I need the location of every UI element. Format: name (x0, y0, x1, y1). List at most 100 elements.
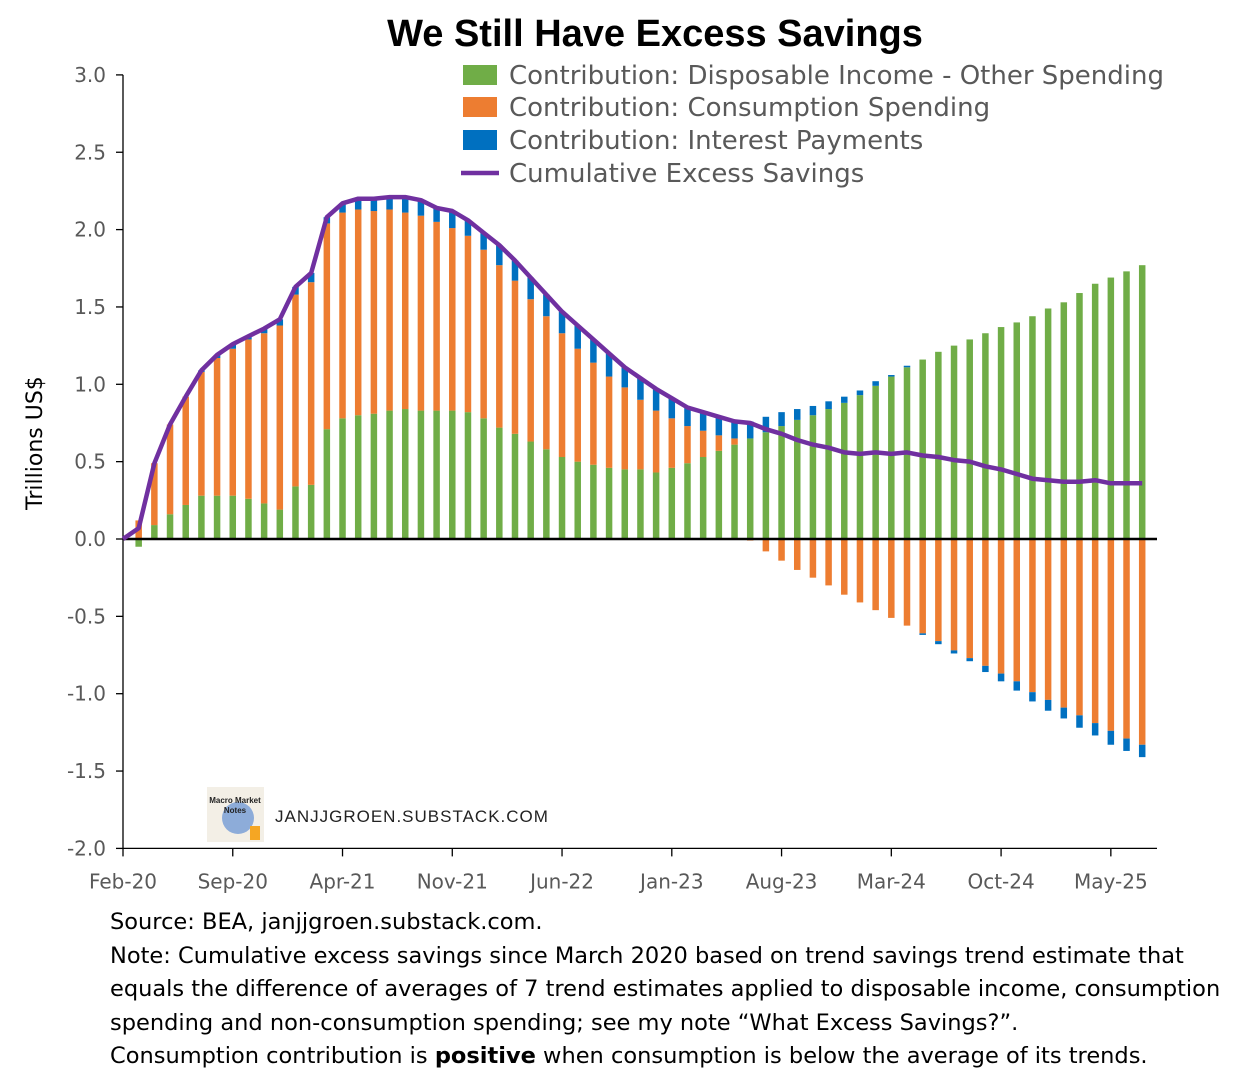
legend-label: Contribution: Interest Payments (509, 126, 923, 156)
bar-segment-disposable-income (715, 450, 723, 539)
bar-segment-disposable-income (856, 395, 864, 539)
x-tick-label: Mar-24 (857, 869, 926, 893)
bar-segment-disposable-income (684, 463, 691, 539)
legend-label: Cumulative Excess Savings (509, 159, 864, 189)
bar-segment-interest (1044, 699, 1052, 711)
bar-segment-disposable-income (997, 327, 1005, 539)
bar-segment-disposable-income (323, 429, 331, 539)
bar-segment-consumption (464, 235, 472, 413)
bar-segment-consumption (1044, 539, 1052, 700)
bar-segment-disposable-income (182, 504, 189, 539)
bar-segment-consumption (323, 223, 331, 430)
bar-segment-interest (950, 650, 958, 654)
note-text: when consumption is below the average of… (535, 1043, 1148, 1070)
bar-segment-interest (715, 416, 723, 436)
bar-segment-interest (856, 390, 864, 396)
bar-segment-disposable-income (919, 359, 926, 539)
bar-segment-interest (888, 375, 895, 377)
bar-segment-consumption (354, 209, 362, 416)
bar-segment-interest (558, 311, 566, 334)
bar-segment-consumption (715, 435, 723, 451)
bar-segment-interest (919, 633, 926, 635)
cumulative-excess-savings-line (121, 194, 1143, 541)
bar-segment-consumption (1091, 539, 1099, 724)
bar-segment-consumption (1123, 539, 1130, 739)
x-tick-label: Oct-24 (967, 869, 1034, 893)
bar-segment-disposable-income (668, 467, 676, 539)
bar-segment-consumption (731, 438, 738, 445)
bar-segment-interest (307, 272, 315, 283)
bar-segment-disposable-income (841, 402, 848, 539)
bar-segment-consumption (621, 387, 629, 470)
axes-group: 3.0 2.5 2.0 1.5 1.0 0.5 0.0 -0.5 -1.0 -1.5 -2.0 Feb… (67, 63, 1157, 893)
bar-segment-disposable-income (558, 457, 566, 539)
bar-segment-disposable-income (527, 441, 534, 539)
bar-segment-interest (825, 401, 832, 410)
bar-segment-interest (778, 412, 785, 427)
bar-segment-disposable-income (417, 410, 425, 539)
bar-segment-consumption (778, 539, 785, 561)
bar-segment-interest (762, 416, 770, 433)
bar-segment-disposable-income (872, 385, 879, 539)
bar-segment-interest (1076, 715, 1083, 728)
bar-segment-consumption (370, 211, 378, 414)
bar-segment-consumption (856, 539, 864, 603)
bar-segment-interest (605, 353, 613, 377)
bar-segment-disposable-income (1138, 265, 1146, 539)
bar-segment-disposable-income (590, 464, 597, 539)
y-tick-label: -2.0 (67, 836, 106, 860)
bar-segment-consumption (496, 265, 503, 428)
bar-segment-disposable-income (543, 449, 550, 539)
bar-segment-disposable-income (229, 495, 237, 539)
x-tick-label: Nov-21 (417, 869, 488, 893)
svg-text:Macro Market: Macro Market (209, 796, 261, 805)
bar-segment-consumption (339, 212, 346, 419)
bar-segment-consumption (527, 299, 534, 442)
bar-segment-consumption (307, 282, 315, 485)
x-tick-label: Jan-23 (638, 869, 704, 893)
bar-segment-interest (1029, 692, 1036, 702)
bar-segment-consumption (1138, 539, 1146, 745)
bar-segment-interest (1060, 707, 1068, 719)
bar-segment-consumption (292, 294, 299, 487)
x-tick-label: May-25 (1074, 869, 1148, 893)
bar-segment-interest (480, 232, 487, 250)
bar-segment-consumption (1076, 539, 1083, 716)
y-tick-label: 0.0 (74, 527, 106, 551)
bar-segment-consumption (213, 358, 221, 496)
bar-segment-interest (354, 198, 362, 210)
bar-segment-disposable-income (166, 514, 174, 539)
legend: Contribution: Disposable Income - Other … (461, 61, 1164, 189)
bar-segment-disposable-income (151, 525, 158, 539)
bar-segment-consumption (543, 316, 550, 450)
note-line: Consumption contribution is positive whe… (110, 1040, 1220, 1074)
bar-segment-interest (1107, 730, 1115, 745)
bar-segment-interest (903, 365, 911, 368)
bar-segment-interest (433, 207, 440, 222)
bar-segment-interest (574, 325, 581, 349)
bar-segment-consumption (684, 426, 691, 464)
legend-swatch (463, 97, 497, 117)
bar-segment-disposable-income (1013, 322, 1021, 539)
bar-segment-consumption (166, 424, 174, 515)
excess-savings-chart: We Still Have Excess Savings 3.0 2.5 2.0 1.… (23, 13, 1164, 893)
svg-text:Notes: Notes (224, 806, 247, 815)
y-tick-label: 2.0 (74, 218, 106, 242)
y-tick-label: -0.5 (67, 604, 106, 628)
bar-segment-interest (511, 260, 519, 281)
bar-segment-interest (935, 641, 942, 645)
bar-segment-disposable-income (1091, 283, 1099, 539)
legend-label: Contribution: Consumption Spending (509, 93, 990, 123)
note-line: equals the difference of averages of 7 t… (110, 976, 1221, 1003)
bar-segment-interest (841, 396, 848, 403)
bar-segment-disposable-income (511, 433, 519, 539)
bar-segment-consumption (841, 539, 848, 595)
bar-segment-disposable-income (135, 539, 142, 547)
bar-segment-consumption (1060, 539, 1068, 708)
bar-segment-consumption (950, 539, 958, 651)
bar-segment-disposable-income (762, 432, 770, 539)
bar-segment-consumption (919, 539, 926, 634)
bar-segment-interest (652, 388, 660, 411)
bar-segment-disposable-income (433, 410, 440, 539)
watermark: JANJJGROEN.SUBSTACK.COM (275, 807, 549, 826)
